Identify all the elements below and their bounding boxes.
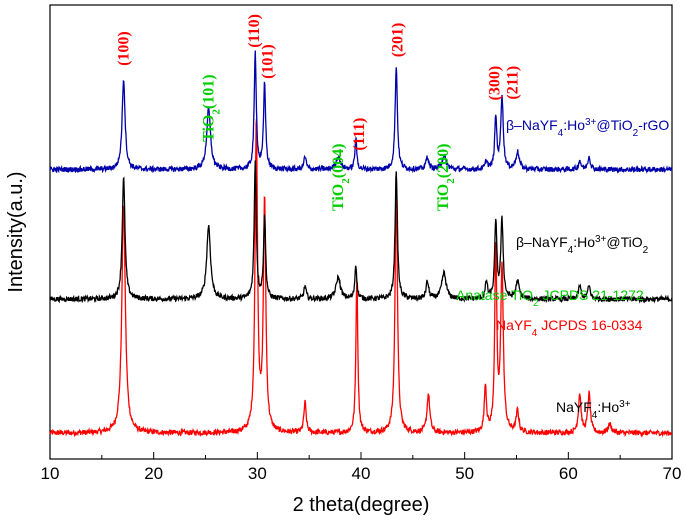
peak-annotations: (100) TiO2(101) (110)(101) TiO2(004)(111) (2… [116, 14, 522, 211]
series-label-1: β–NaYF4:Ho3+@TiO2 [516, 234, 649, 256]
plot-frame [49, 4, 673, 460]
peak-label: (100) [116, 31, 133, 66]
reference-label-1: NaYF4 JCPDS 16-0334 [496, 317, 643, 339]
series-line-1 [49, 160, 673, 304]
peak-label: (110) [246, 14, 263, 48]
peak-label: TiO2(004) [330, 144, 352, 211]
peak-label: TiO2(101) [201, 74, 223, 141]
series-line-2 [49, 50, 673, 174]
x-tick-label: 60 [559, 464, 578, 483]
x-axis-ticks [49, 452, 673, 459]
x-tick-label: 70 [663, 464, 682, 483]
peak-label: (111) [351, 118, 368, 151]
x-tick-label: 30 [248, 464, 267, 483]
x-axis-tick-labels: 10 20 30 40 50 60 70 [41, 464, 682, 483]
series-label-0: NaYF4:Ho3+ [556, 399, 631, 421]
peak-label: (211) [504, 66, 521, 100]
x-tick-label: 40 [352, 464, 371, 483]
peak-label: TiO2(200) [435, 144, 457, 211]
series-line-0 [49, 119, 673, 438]
x-tick-label: 50 [455, 464, 474, 483]
series-curves [49, 50, 673, 438]
peak-label: (300) [487, 66, 504, 101]
peak-label: (201) [389, 23, 406, 58]
series-labels: NaYF4:Ho3+ β–NaYF4:Ho3+@TiO2 β–NaYF4:Ho3+@… [506, 117, 669, 421]
series-label-2: β–NaYF4:Ho3+@TiO2-rGO [506, 117, 669, 139]
x-tick-label: 10 [41, 464, 60, 483]
reference-labels: Anatase TiO2 JCPDS 21-1272 NaYF4 JCPDS 16… [456, 287, 644, 339]
y-axis-title: Intensity(a.u.) [5, 171, 27, 292]
reference-label-0: Anatase TiO2 JCPDS 21-1272 [456, 287, 644, 309]
peak-label: (101) [260, 44, 277, 79]
x-axis-title: 2 theta(degree) [293, 494, 430, 516]
x-tick-label: 20 [144, 464, 163, 483]
